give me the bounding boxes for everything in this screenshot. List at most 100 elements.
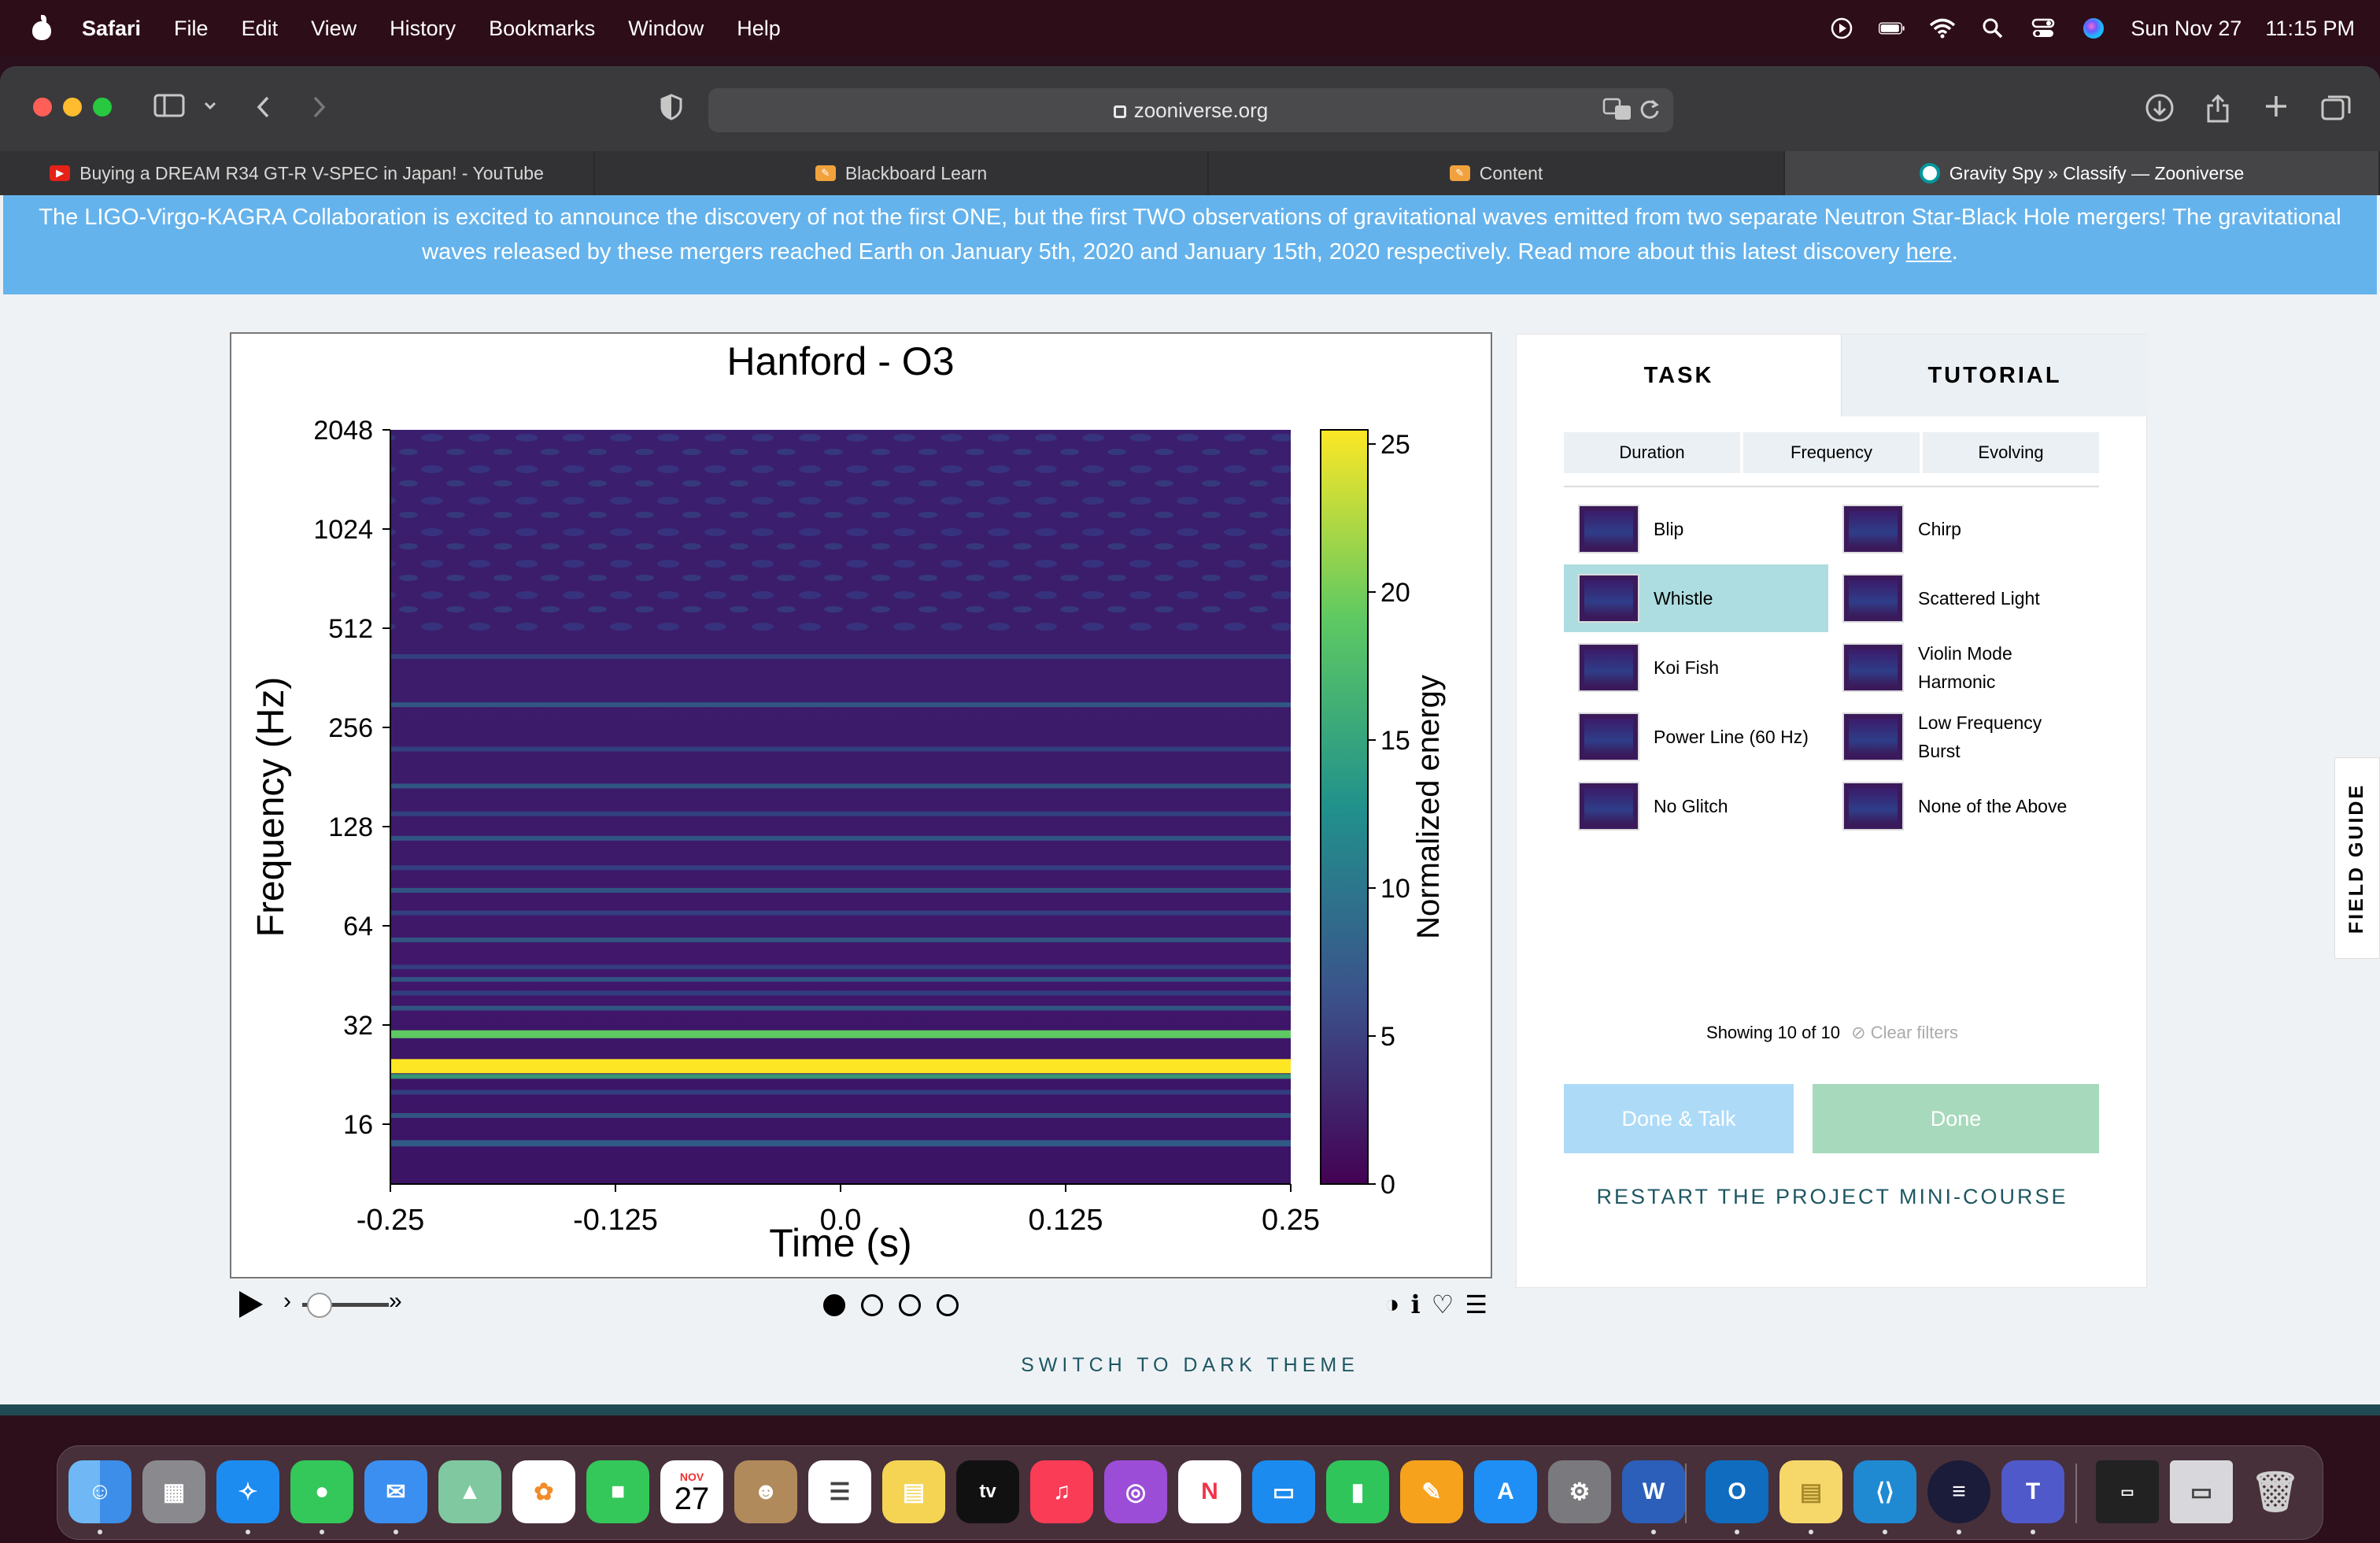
address-bar[interactable]: zooniverse.org (708, 88, 1673, 132)
news-icon[interactable]: N (1178, 1460, 1241, 1523)
share-icon[interactable] (2202, 93, 2234, 123)
menu-view[interactable]: View (311, 16, 357, 40)
done-button[interactable]: Done (1813, 1084, 2099, 1153)
frame-dot[interactable] (937, 1294, 959, 1316)
downloads-folder-icon[interactable]: ▭ (2170, 1460, 2233, 1523)
menu-time[interactable]: 11:15 PM (2265, 16, 2355, 40)
speed-slider-track[interactable] (302, 1303, 389, 1307)
tab-task[interactable]: TASK (1517, 335, 1841, 416)
wifi-icon[interactable] (1929, 17, 1956, 40)
forward-icon[interactable] (307, 93, 331, 121)
done-and-talk-button[interactable]: Done & Talk (1564, 1084, 1794, 1153)
menu-date[interactable]: Sun Nov 27 (2131, 16, 2242, 40)
stickies-icon[interactable]: ▤ (1779, 1460, 1842, 1523)
choice-no-glitch[interactable]: No Glitch (1564, 772, 1828, 840)
pages-icon[interactable]: ✎ (1400, 1460, 1463, 1523)
tab-tutorial[interactable]: TUTORIAL (1841, 335, 2148, 416)
mail-icon[interactable]: ✉ (364, 1460, 427, 1523)
zoom-window-button[interactable] (93, 98, 112, 117)
tab-content[interactable]: ✎ Content (1209, 151, 1785, 195)
siri-icon[interactable] (2080, 17, 2107, 40)
launchpad-icon[interactable]: ▦ (142, 1460, 205, 1523)
tab-overview-icon[interactable] (2319, 93, 2353, 121)
favorite-heart-icon[interactable]: ♡ (1431, 1290, 1454, 1319)
calendar-icon[interactable]: NOV 27 (660, 1460, 723, 1523)
choice-scattered-light[interactable]: Scattered Light (1828, 564, 2093, 632)
metadata-icon[interactable]: ℹ (1410, 1290, 1421, 1319)
filter-duration[interactable]: Duration (1564, 432, 1740, 473)
menu-window[interactable]: Window (628, 16, 704, 40)
play-icon[interactable] (239, 1291, 263, 1318)
window-thumbnail-icon[interactable]: ▭ (2096, 1460, 2159, 1523)
filter-evolving[interactable]: Evolving (1923, 432, 2099, 473)
restart-mini-course-link[interactable]: RESTART THE PROJECT MINI-COURSE (1596, 1185, 2068, 1208)
battery-icon[interactable] (1879, 17, 1905, 40)
music-icon[interactable]: ♫ (1030, 1460, 1093, 1523)
menu-edit[interactable]: Edit (241, 16, 279, 40)
switch-dark-theme-button[interactable]: SWITCH TO DARK THEME (1021, 1354, 1359, 1376)
filter-frequency[interactable]: Frequency (1743, 432, 1920, 473)
back-icon[interactable] (252, 93, 275, 121)
app-store-icon[interactable]: A (1474, 1460, 1537, 1523)
finder-icon[interactable]: ☺ (68, 1460, 131, 1523)
choice-koi-fish[interactable]: Koi Fish (1564, 634, 1828, 701)
now-playing-icon[interactable] (1828, 17, 1855, 40)
tab-youtube[interactable]: ▶ Buying a DREAM R34 GT-R V-SPEC in Japa… (0, 151, 595, 195)
control-center-icon[interactable] (2030, 17, 2057, 40)
collections-list-icon[interactable]: ☰ (1465, 1290, 1488, 1319)
choice-none-of-the-above[interactable]: None of the Above (1828, 772, 2093, 840)
apple-tv-icon[interactable]: tv (956, 1460, 1019, 1523)
messages-icon[interactable]: ● (290, 1460, 353, 1523)
safari-icon[interactable]: ✧ (216, 1460, 279, 1523)
downloads-icon[interactable] (2144, 93, 2175, 122)
slow-icon[interactable]: › (283, 1288, 291, 1314)
teams-icon[interactable]: T (2001, 1460, 2064, 1523)
choice-blip[interactable]: Blip (1564, 495, 1828, 563)
invert-icon[interactable]: ◑ (1384, 1290, 1400, 1318)
numbers-icon[interactable]: ▮ (1326, 1460, 1389, 1523)
menu-history[interactable]: History (390, 16, 456, 40)
field-guide-button[interactable]: FIELD GUIDE (2334, 757, 2380, 959)
fast-forward-icon[interactable]: » (389, 1288, 402, 1314)
frame-dot[interactable] (861, 1294, 883, 1316)
reminders-icon[interactable]: ☰ (808, 1460, 871, 1523)
choice-violin-mode-harmonic[interactable]: Violin Mode Harmonic (1828, 634, 2093, 701)
privacy-shield-icon[interactable] (658, 93, 685, 121)
menu-bookmarks[interactable]: Bookmarks (489, 16, 596, 40)
word-icon[interactable]: W (1622, 1460, 1685, 1523)
banner-link[interactable]: here (1905, 239, 1952, 265)
trash-icon[interactable]: 🗑 (2250, 1469, 2301, 1514)
minimize-window-button[interactable] (63, 98, 82, 117)
system-preferences-icon[interactable]: ⚙ (1548, 1460, 1611, 1523)
speed-slider-handle[interactable] (307, 1293, 332, 1318)
outlook-icon[interactable]: O (1706, 1460, 1768, 1523)
tab-blackboard[interactable]: ✎ Blackboard Learn (595, 151, 1209, 195)
tab-gravity-spy[interactable]: Gravity Spy » Classify — Zooniverse (1785, 151, 2380, 195)
clear-filters-button[interactable]: ⊘ Clear filters (1851, 1023, 1958, 1042)
chevron-down-icon[interactable] (198, 93, 222, 121)
contacts-icon[interactable]: ☻ (734, 1460, 797, 1523)
keynote-icon[interactable]: ▭ (1252, 1460, 1315, 1523)
choice-chirp[interactable]: Chirp (1828, 495, 2093, 563)
vscode-icon[interactable]: ⟨⟩ (1853, 1460, 1916, 1523)
sidebar-icon[interactable] (153, 93, 186, 121)
menu-app-safari[interactable]: Safari (82, 16, 142, 40)
eclipse-icon[interactable]: ≡ (1927, 1460, 1990, 1523)
frame-dot[interactable] (899, 1294, 921, 1316)
menu-file[interactable]: File (174, 16, 209, 40)
subject-image[interactable]: Hanford - O3 2048 1024 512 256 128 64 32 16 -0.… (230, 332, 1492, 1278)
translate-icon[interactable] (1602, 96, 1632, 128)
spotlight-search-icon[interactable] (1979, 17, 2006, 40)
photos-icon[interactable]: ✿ (512, 1460, 575, 1523)
podcasts-icon[interactable]: ◎ (1104, 1460, 1167, 1523)
close-window-button[interactable] (33, 98, 52, 117)
choice-low-frequency-burst[interactable]: Low Frequency Burst (1828, 703, 2093, 771)
maps-icon[interactable]: ▲ (438, 1460, 501, 1523)
menu-help[interactable]: Help (737, 16, 781, 40)
frame-dot[interactable] (823, 1294, 845, 1316)
new-tab-icon[interactable] (2260, 93, 2292, 121)
facetime-icon[interactable]: ■ (586, 1460, 649, 1523)
apple-icon[interactable] (30, 15, 54, 42)
choice-whistle[interactable]: Whistle (1564, 564, 1828, 632)
notes-icon[interactable]: ▤ (882, 1460, 945, 1523)
